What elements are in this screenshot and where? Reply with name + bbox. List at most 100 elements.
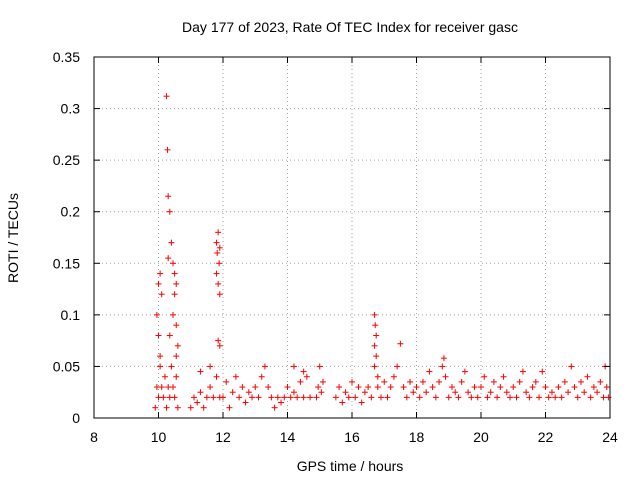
data-point: [500, 373, 507, 380]
data-point: [374, 373, 381, 380]
data-point: [513, 394, 520, 401]
data-point: [548, 389, 555, 396]
data-point: [214, 249, 221, 256]
data-point: [210, 394, 217, 401]
data-point: [223, 378, 230, 385]
data-point: [452, 389, 459, 396]
data-point: [157, 353, 164, 360]
data-point: [429, 384, 436, 391]
data-point: [568, 363, 575, 370]
data-point: [555, 384, 562, 391]
x-tick-label: 18: [409, 429, 425, 445]
data-point: [574, 394, 581, 401]
data-point: [174, 404, 181, 411]
data-point: [368, 394, 375, 401]
data-point: [297, 378, 304, 385]
data-point: [155, 280, 162, 287]
data-point: [173, 280, 180, 287]
data-point: [239, 384, 246, 391]
data-point: [226, 404, 233, 411]
data-point: [252, 384, 259, 391]
data-point: [242, 399, 249, 406]
data-point: [170, 311, 177, 318]
data-point: [245, 389, 252, 396]
data-point: [268, 394, 275, 401]
data-point: [194, 399, 201, 406]
data-point: [271, 404, 278, 411]
data-point: [157, 270, 164, 277]
data-point: [290, 389, 297, 396]
data-point: [171, 291, 178, 298]
data-point: [173, 322, 180, 329]
data-point: [163, 93, 170, 100]
data-point: [487, 389, 494, 396]
data-point: [372, 322, 379, 329]
data-point: [278, 399, 285, 406]
data-point: [290, 363, 297, 370]
data-point: [207, 363, 214, 370]
x-tick-label: 16: [344, 429, 360, 445]
x-axis-label: GPS time / hours: [297, 458, 404, 474]
y-tick-label: 0.15: [53, 255, 80, 271]
data-point: [378, 394, 385, 401]
data-point: [197, 389, 204, 396]
y-tick-label: 0.05: [53, 358, 80, 374]
data-point: [157, 363, 164, 370]
data-point: [390, 373, 397, 380]
data-point: [371, 311, 378, 318]
data-point: [516, 378, 523, 385]
data-point: [497, 384, 504, 391]
data-point: [315, 384, 322, 391]
data-point: [455, 394, 462, 401]
data-point: [590, 384, 597, 391]
data-point: [419, 378, 426, 385]
data-point: [281, 394, 288, 401]
data-point: [539, 368, 546, 375]
data-point: [536, 394, 543, 401]
data-point: [216, 260, 223, 267]
data-point: [158, 291, 165, 298]
data-point: [236, 394, 243, 401]
data-point: [294, 394, 301, 401]
data-point: [442, 373, 449, 380]
data-point: [155, 332, 162, 339]
x-tick-label: 12: [215, 429, 231, 445]
data-point: [284, 384, 291, 391]
data-point: [394, 363, 401, 370]
data-point: [355, 384, 362, 391]
data-point: [163, 404, 170, 411]
data-point: [529, 384, 536, 391]
data-point: [220, 394, 226, 401]
data-points: [152, 93, 612, 411]
y-tick-label: 0: [72, 410, 80, 426]
data-point: [161, 373, 168, 380]
data-point: [423, 389, 430, 396]
data-point: [173, 373, 180, 380]
data-point: [165, 193, 172, 200]
x-tick-label: 14: [280, 429, 296, 445]
data-point: [400, 384, 407, 391]
data-point: [510, 384, 517, 391]
data-point: [160, 394, 167, 401]
y-tick-label: 0.2: [61, 204, 81, 220]
data-point: [171, 270, 178, 277]
data-point: [542, 384, 549, 391]
data-point: [373, 332, 380, 339]
data-point: [416, 394, 423, 401]
data-point: [384, 394, 391, 401]
data-point: [458, 378, 465, 385]
data-point: [174, 342, 181, 349]
data-point: [397, 340, 404, 347]
data-point: [232, 373, 239, 380]
data-point: [166, 332, 173, 339]
data-point: [465, 389, 472, 396]
data-point: [215, 229, 222, 236]
data-point: [153, 311, 160, 318]
data-point: [374, 384, 381, 391]
data-point: [318, 389, 325, 396]
y-tick-label: 0.1: [61, 307, 81, 323]
data-point: [468, 394, 475, 401]
data-point: [215, 280, 222, 287]
data-point: [426, 368, 433, 375]
